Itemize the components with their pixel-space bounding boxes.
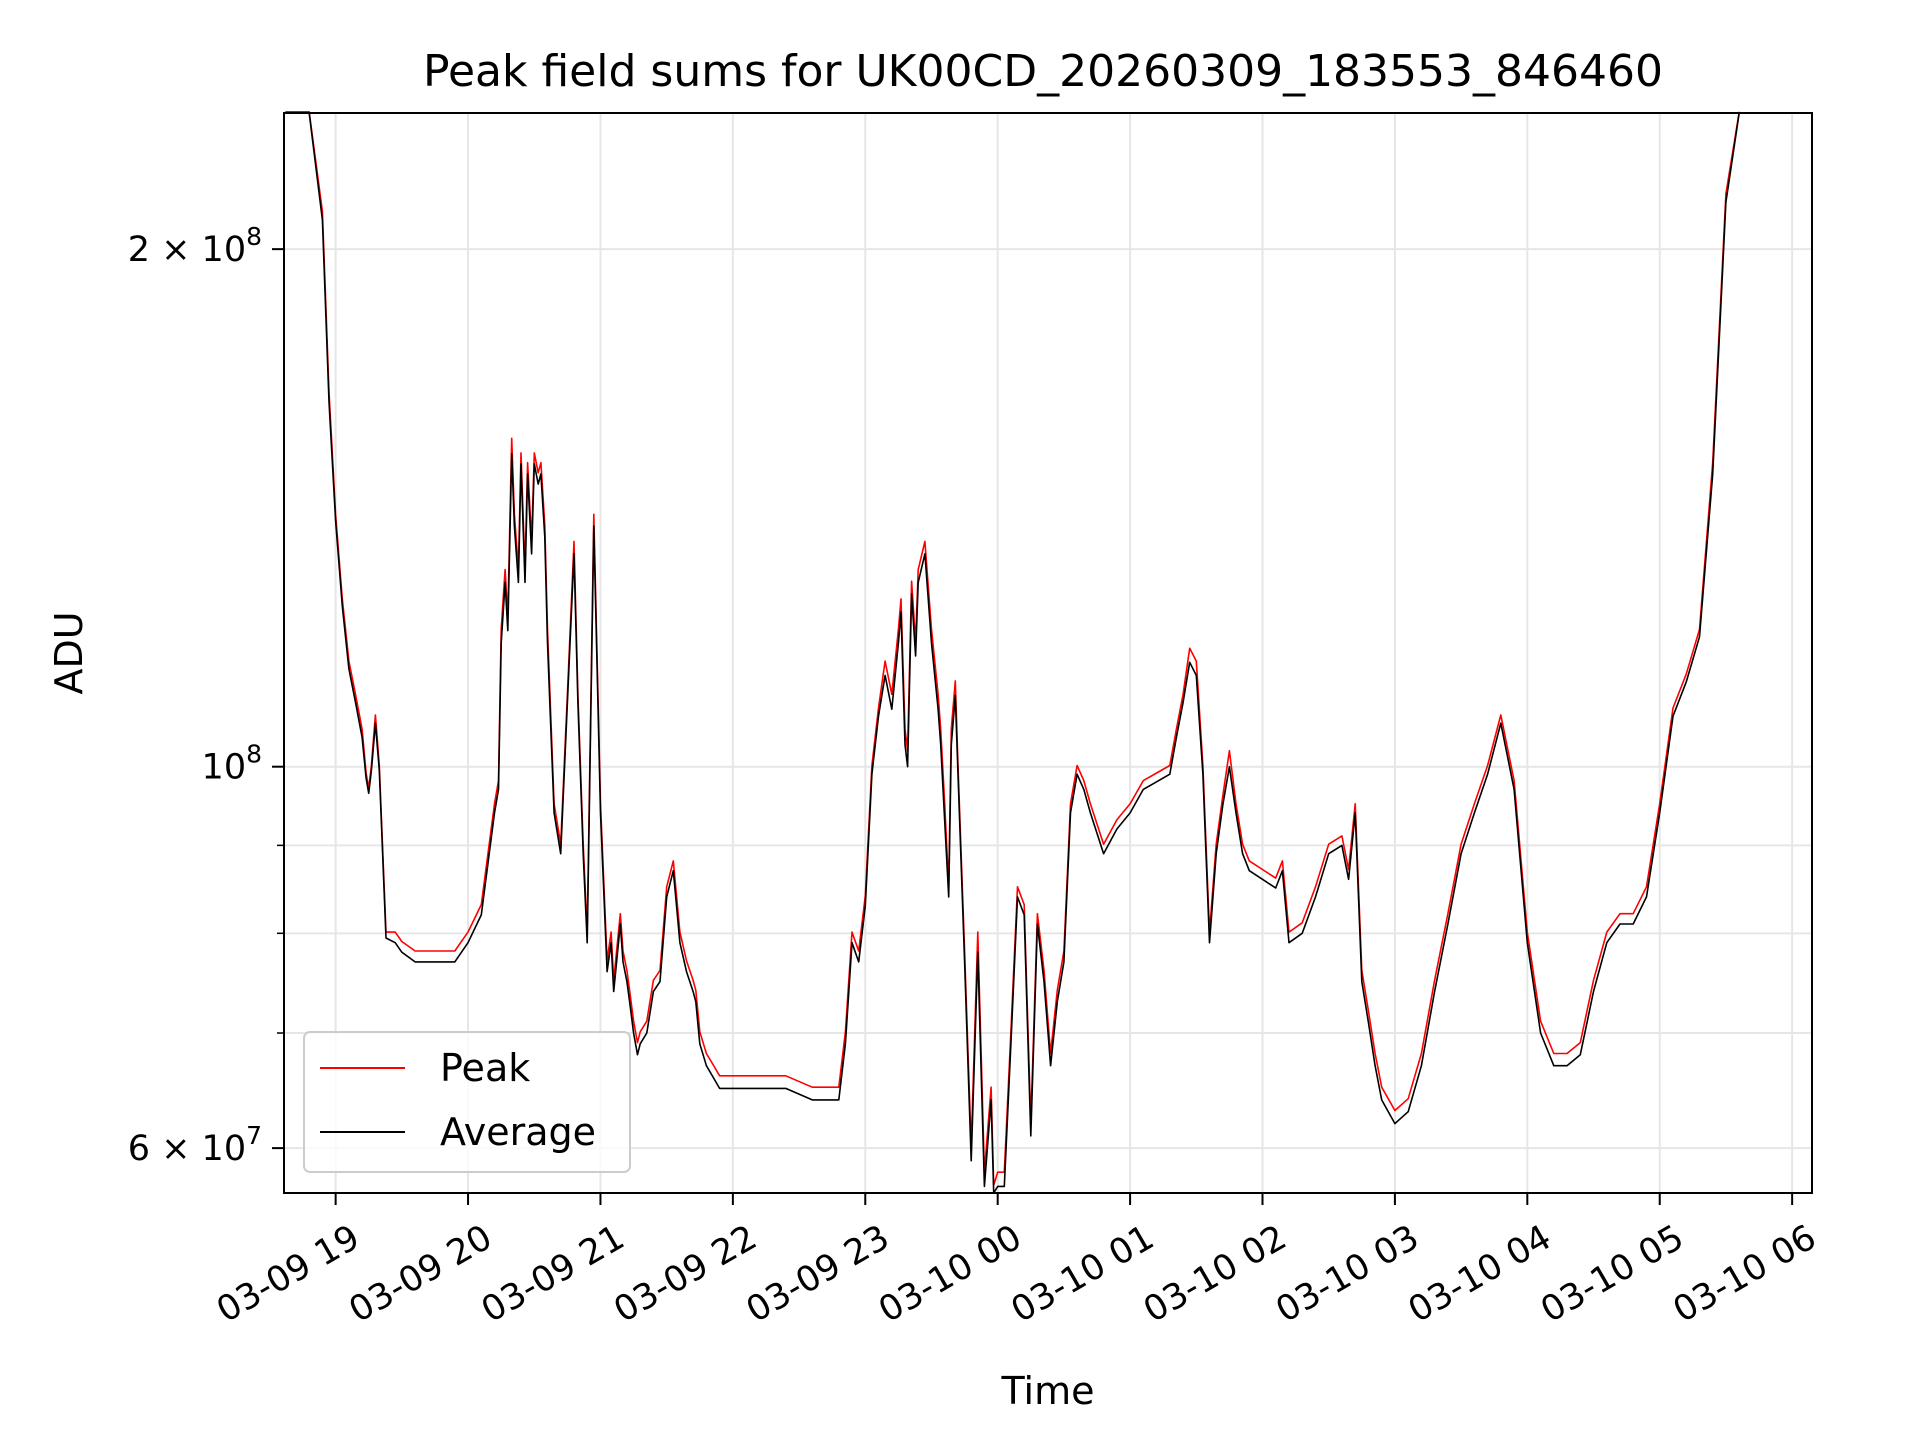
series-line-average [285, 112, 1740, 1194]
y-tick-label-0: 6 × 107 [128, 1121, 262, 1169]
y-tick-label-1: 108 [202, 740, 262, 788]
x-axis-label: Time [1001, 1369, 1095, 1413]
y-axis-label: ADU [47, 611, 91, 694]
y-tick-label-2: 2 × 108 [128, 222, 262, 270]
grid [284, 113, 1812, 1193]
legend: Peak Average [303, 1031, 631, 1173]
legend-average-label: Average [440, 1110, 596, 1154]
chart-title: Peak field sums for UK00CD_20260309_1835… [423, 46, 1663, 97]
series-layer [285, 111, 1740, 1194]
y-axis: 6 × 107 108 2 × 108 [128, 222, 284, 1169]
legend-peak-label: Peak [440, 1046, 530, 1090]
plot-frame [283, 112, 1813, 1194]
